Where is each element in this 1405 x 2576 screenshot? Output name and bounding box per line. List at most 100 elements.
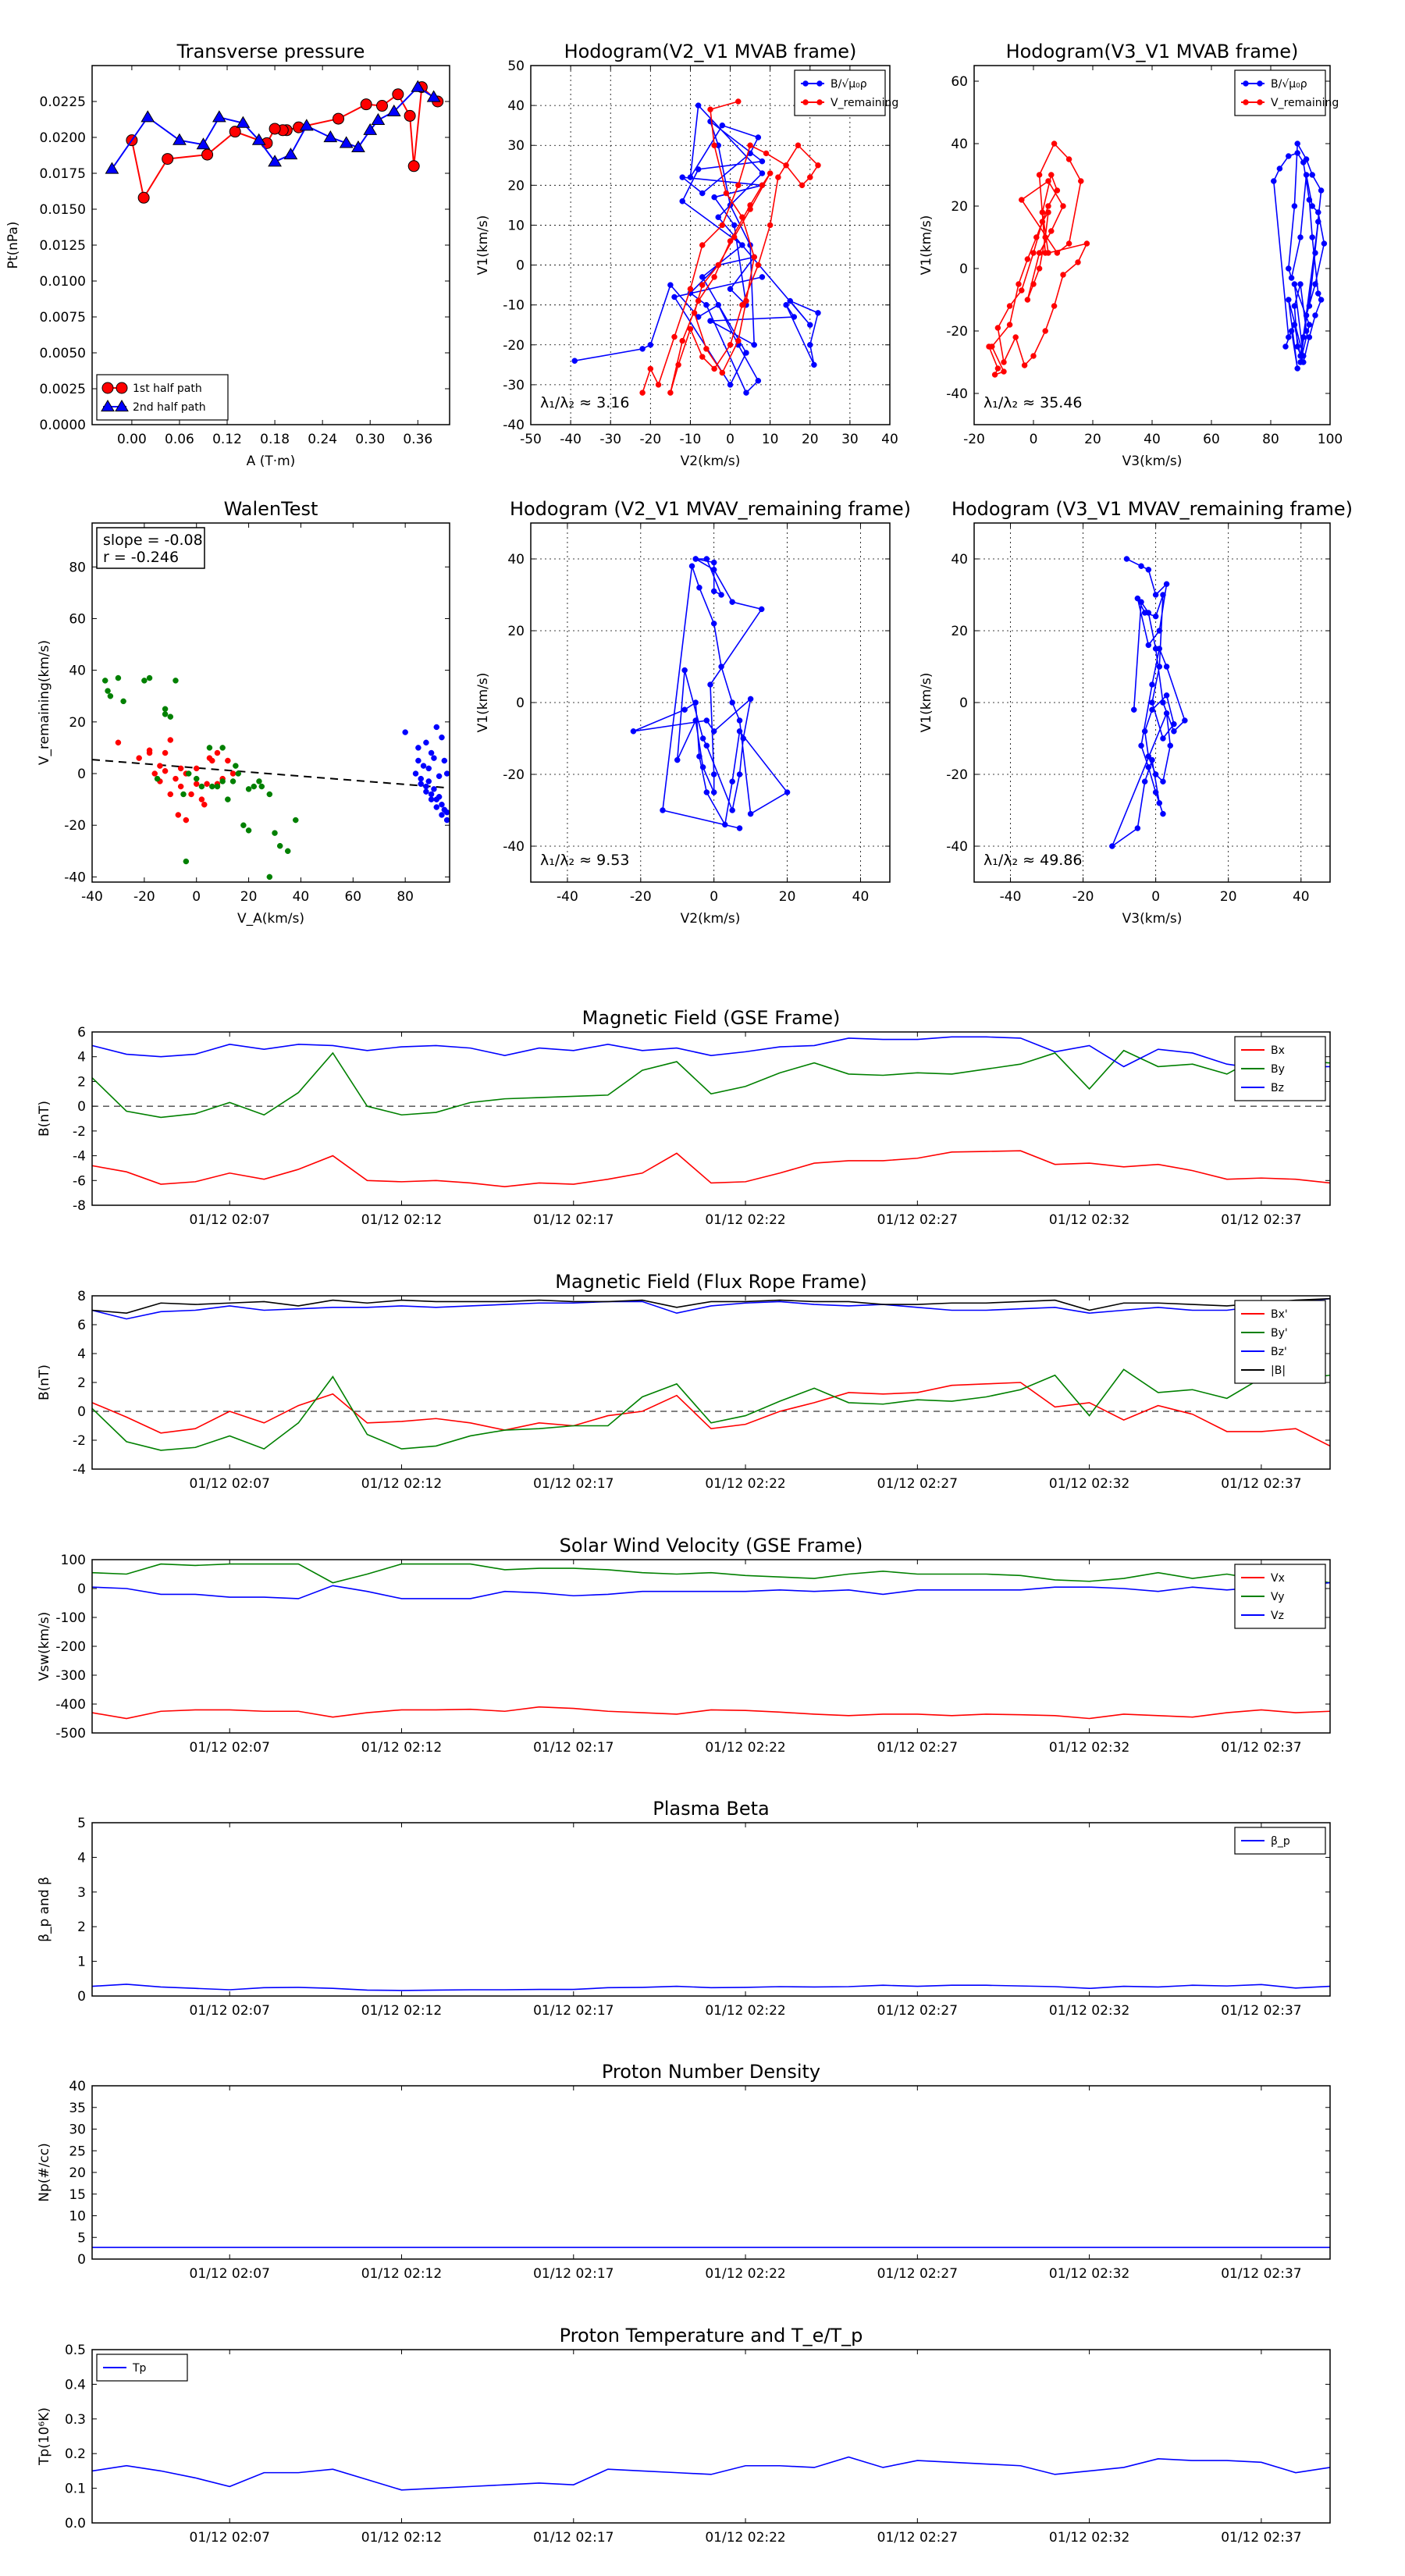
data-point (1130, 706, 1137, 713)
data-point (157, 763, 163, 769)
data-point (1045, 203, 1051, 209)
data-point (415, 757, 422, 764)
data-point (1318, 187, 1325, 194)
legend-label: V_remaining (831, 97, 898, 109)
data-point (225, 757, 231, 764)
plot-frame (91, 1822, 1331, 1997)
y-tick-label: 0.0200 (40, 130, 86, 146)
data-point (815, 162, 821, 169)
data-point (736, 771, 743, 777)
ticks: 0.00 0.06 0.12 0.18 0.24 0.30 0.36 0.0000 0.0025… (40, 66, 450, 447)
series-line (633, 558, 788, 829)
data-point (710, 588, 717, 595)
x-tick-label: 01/12 02:22 (705, 2266, 785, 2282)
x-tick-label: 0.24 (308, 432, 337, 447)
data-point (727, 286, 734, 292)
x-tick-label: 01/12 02:12 (361, 2003, 442, 2019)
data-point (276, 842, 283, 849)
data-point (206, 745, 213, 751)
data-point (1001, 359, 1007, 365)
data-point (747, 810, 754, 817)
y-tick-label: 8 (77, 1289, 86, 1304)
series-line (988, 142, 1088, 376)
data-point (710, 771, 717, 777)
data-point (1012, 334, 1019, 340)
x-tick-label: 20 (802, 432, 819, 447)
data-point (710, 789, 717, 795)
ticks: 01/12 02:07 01/12 02:12 01/12 02:17 01/12 0… (77, 1816, 1330, 2019)
x-tick-label: 01/12 02:27 (877, 2003, 958, 2019)
data-point (647, 365, 654, 372)
data-point (167, 791, 174, 798)
legend: 1st half path 2nd half path (96, 374, 229, 421)
data-point (783, 162, 789, 169)
data-point (167, 737, 174, 743)
chart-h1: Hodogram(V2_V1 MVAB frame)-50 -40 -30 -20 -1… (475, 41, 898, 469)
data-point (173, 775, 179, 782)
data-point (1271, 178, 1277, 184)
y-tick-label: 0.1 (65, 2482, 86, 2497)
y-tick-label: 15 (69, 2187, 86, 2203)
y-tick-label: 20 (951, 624, 968, 639)
x-tick-label: 60 (1203, 432, 1220, 447)
legend-marker (802, 80, 809, 87)
data-point (699, 242, 706, 248)
y-axis-label: Tp(10⁶K) (37, 2407, 52, 2466)
data-point (639, 390, 646, 396)
data-point (1030, 353, 1037, 359)
series-line (92, 2456, 1330, 2491)
data-point (1294, 365, 1300, 372)
series-1 (92, 1563, 1330, 1584)
data-point (703, 717, 710, 724)
data-point (105, 688, 111, 694)
data-point (1312, 312, 1318, 318)
data-point (299, 119, 314, 131)
data-point (715, 262, 721, 269)
y-tick-label: 1 (77, 1955, 86, 1970)
data-point (1138, 742, 1144, 749)
data-point (173, 678, 179, 684)
data-point (571, 358, 578, 364)
y-tick-label: 0.0100 (40, 274, 86, 290)
x-tick-label: 0.18 (260, 432, 290, 447)
x-tick-label: 01/12 02:17 (533, 2003, 614, 2019)
data-point (441, 757, 448, 764)
y-tick-label: 0.3 (65, 2412, 86, 2428)
series-0 (92, 1382, 1330, 1447)
data-point (735, 98, 742, 105)
data-point (411, 80, 425, 92)
data-point (431, 755, 437, 761)
data-point (675, 361, 681, 368)
y-tick-label: -20 (503, 338, 525, 354)
data-point (699, 282, 706, 288)
data-point (1138, 563, 1144, 569)
data-point (423, 783, 429, 790)
series-line (642, 101, 820, 393)
data-point (428, 796, 435, 802)
x-tick-label: 20 (240, 889, 258, 905)
data-point (185, 770, 192, 777)
y-axis-label: V1(km/s) (475, 673, 491, 733)
x-tick-label: 01/12 02:37 (1221, 2530, 1301, 2546)
data-point (120, 698, 126, 705)
series-0 (92, 1984, 1330, 1991)
x-tick-label: 01/12 02:37 (1221, 1476, 1301, 1492)
series-1 (101, 674, 299, 881)
data-point (699, 764, 706, 770)
y-tick-label: 40 (507, 98, 525, 114)
y-axis-label: V_remaining(km/s) (37, 640, 52, 765)
x-tick-label: 01/12 02:07 (190, 1740, 270, 1756)
y-tick-label: 0 (77, 1989, 86, 2005)
data-point (423, 739, 429, 746)
series-line (92, 1706, 1330, 1720)
y-tick-label: -300 (55, 1668, 86, 1684)
data-point (283, 148, 298, 160)
chart-title: Plasma Beta (653, 1798, 769, 1820)
data-point (711, 142, 717, 148)
data-point (284, 848, 291, 855)
data-point (719, 122, 726, 129)
data-point (188, 791, 194, 798)
data-point (667, 282, 674, 288)
